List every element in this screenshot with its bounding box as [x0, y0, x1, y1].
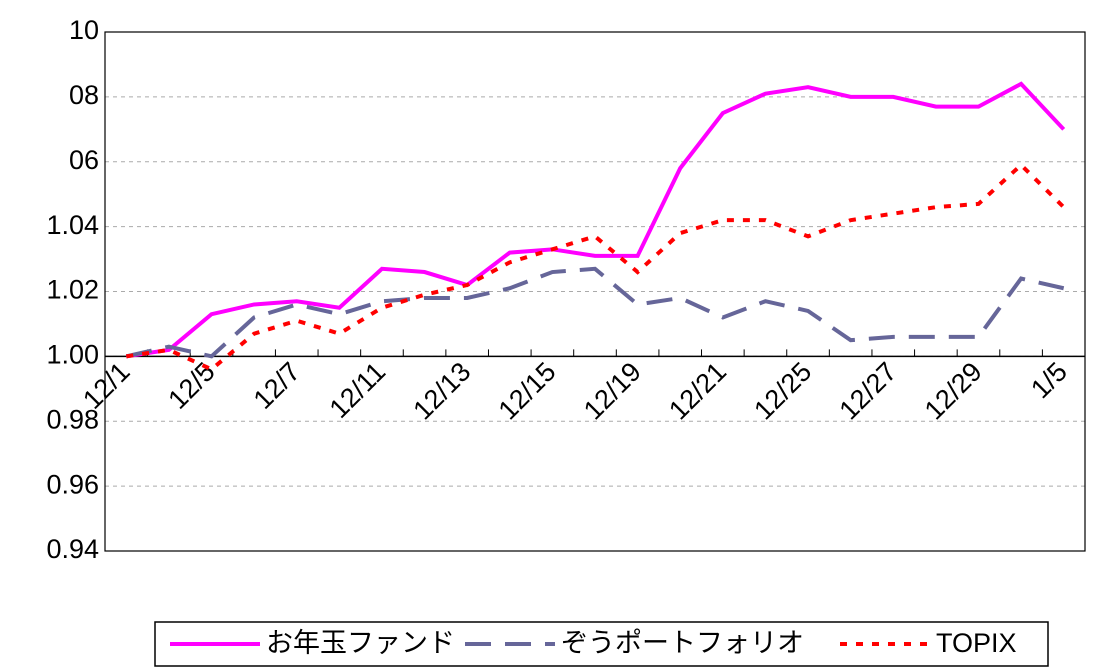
plot-border	[104, 31, 1086, 552]
x-tick-label: 12/11	[324, 356, 392, 424]
legend-box	[154, 621, 1049, 667]
y-tick-label: 06	[69, 145, 99, 175]
x-tick-label: 12/27	[834, 356, 903, 425]
x-tick-label: 12/13	[407, 356, 476, 425]
y-tick-label: 10	[69, 15, 99, 45]
legend-label: お年玉ファンド	[266, 628, 455, 658]
x-tick-label: 12/5	[162, 356, 220, 414]
y-tick-label: 0.96	[46, 469, 99, 499]
y-tick-label: 1.00	[46, 340, 99, 370]
y-tick-label: 1.04	[46, 210, 99, 240]
x-tick-label: 12/25	[748, 356, 817, 425]
legend-label: ぞうポートフォリオ	[561, 628, 804, 658]
y-tick-label: 08	[69, 80, 99, 110]
x-tick-label: 1/5	[1025, 356, 1073, 404]
x-tick-label: 12/29	[919, 356, 988, 425]
y-tick-label: 1.02	[46, 275, 99, 305]
y-tick-label: 0.94	[46, 534, 99, 564]
legend-label: TOPIX	[936, 628, 1017, 658]
x-tick-label: 12/7	[248, 356, 306, 414]
series-line	[126, 81, 1066, 359]
x-tick-label: 12/19	[578, 356, 647, 425]
x-tick-label: 12/21	[663, 356, 732, 425]
y-tick-label: 0.98	[46, 404, 99, 434]
series-line	[125, 266, 1065, 359]
x-tick-label: 12/15	[493, 356, 562, 425]
